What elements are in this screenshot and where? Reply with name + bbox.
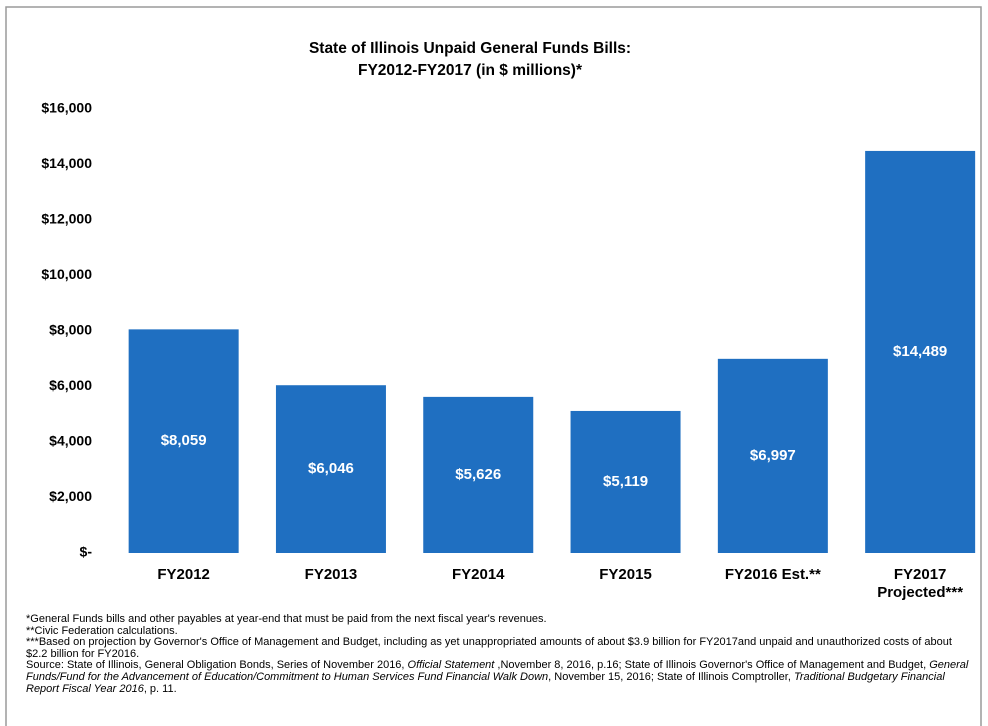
footnotes: *General Funds bills and other payables … [26, 613, 971, 695]
data-label: $6,046 [308, 460, 354, 477]
footnote-text: ***Based on projection by Governor's Off… [26, 636, 952, 660]
footnote-text: Traditional Budgetary Financial Report F… [26, 670, 945, 695]
footnote-text: Official Statement [407, 659, 495, 672]
y-tick-label: $16,000 [41, 100, 92, 116]
data-label: $8,059 [161, 432, 207, 449]
x-tick-label: FY2015 [599, 566, 652, 583]
y-tick-label: $8,000 [49, 322, 92, 338]
chart-title: State of Illinois Unpaid General Funds B… [309, 40, 631, 57]
data-label: $5,119 [603, 473, 648, 490]
footnote: *General Funds bills and other payables … [26, 613, 971, 626]
footnote: ***Based on projection by Governor's Off… [26, 636, 971, 660]
x-tick-label: FY2013 [304, 566, 358, 583]
y-tick-label: $10,000 [41, 266, 92, 282]
bar [570, 410, 681, 553]
frame [5, 6, 982, 726]
footnote-text: *General Funds bills and other payables … [26, 613, 547, 625]
y-tick-label: $14,000 [41, 155, 92, 171]
x-tick-label: FY2014 [451, 566, 505, 583]
y-tick-label: $4,000 [49, 433, 92, 449]
y-tick-label: $12,000 [41, 211, 92, 227]
footnote: **Civic Federation calculations. [26, 624, 971, 638]
data-label: $6,997 [750, 447, 796, 464]
data-label: $5,626 [455, 466, 501, 483]
bar [275, 385, 386, 553]
y-tick-label: $2,000 [49, 488, 92, 504]
y-tick-label: $- [80, 544, 93, 560]
footnote-text: ,November 8, 2016, p.16; State of Illino… [494, 659, 930, 672]
bar [717, 358, 828, 553]
chart-title: FY2012-FY2017 (in $ millions)* [358, 62, 583, 79]
footnote-text: , p. 11. [143, 682, 177, 695]
x-tick-label: FY2017 Projected*** [877, 566, 964, 601]
bar [128, 329, 239, 553]
y-tick-label: $6,000 [49, 377, 92, 393]
bar [865, 150, 976, 554]
footnote-text: Source: State of Illinois, General Oblig… [26, 659, 408, 672]
data-label: $14,489 [893, 343, 947, 360]
footnote-text: , November 15, 2016; State of Illinois C… [548, 670, 794, 683]
footnote-text: **Civic Federation calculations. [26, 624, 178, 637]
x-tick-label: FY2016 Est.** [724, 566, 821, 583]
footnote: Source: State of Illinois, General Oblig… [26, 660, 971, 695]
footnote-text: General Funds/Fund for the Advancement o… [26, 659, 969, 683]
x-tick-label: FY2012 [157, 566, 210, 583]
bar [423, 396, 534, 553]
